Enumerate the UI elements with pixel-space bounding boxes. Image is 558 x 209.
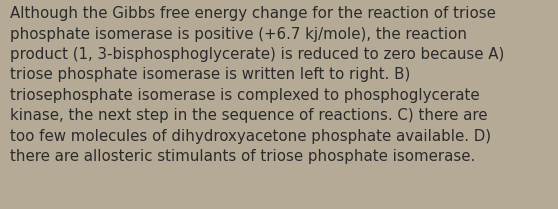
Text: Although the Gibbs free energy change for the reaction of triose
phosphate isome: Although the Gibbs free energy change fo… xyxy=(10,6,504,164)
